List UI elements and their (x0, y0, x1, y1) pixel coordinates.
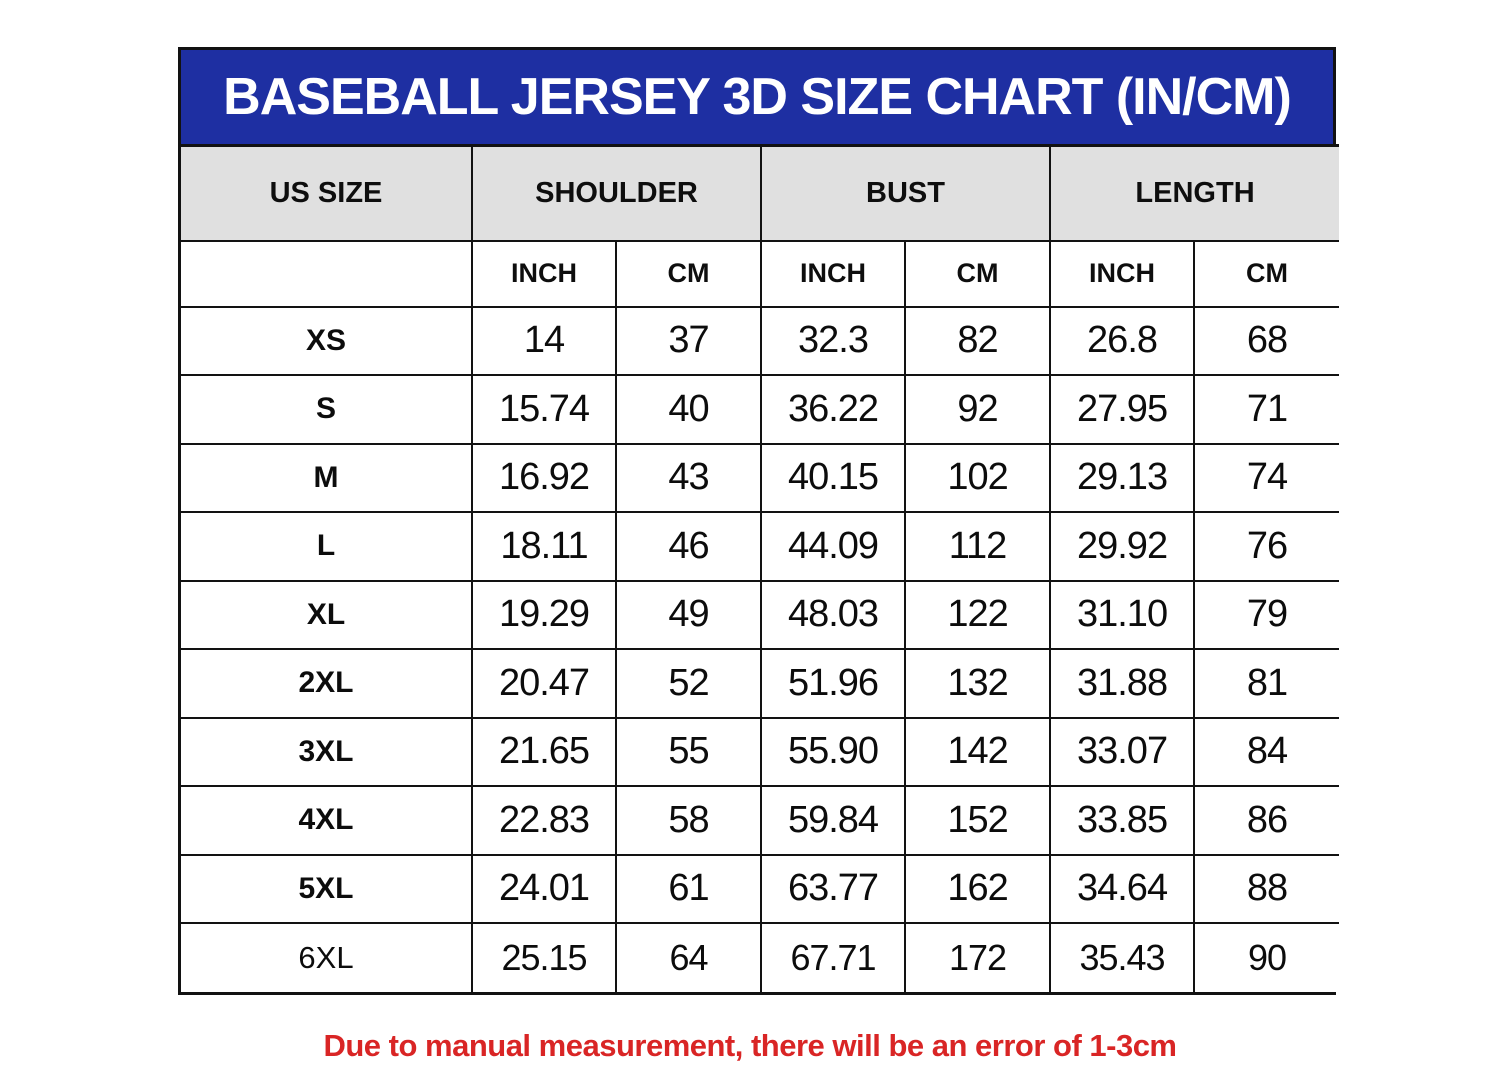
value-cell: 82 (904, 305, 1052, 376)
value-cell: 90 (1193, 922, 1340, 992)
value-cell: 102 (904, 442, 1052, 513)
value-cell: 132 (904, 648, 1052, 719)
value-cell: 20.47 (471, 648, 617, 719)
group-header-us-size: US SIZE (181, 144, 473, 242)
unit-header-shoulder-cm: CM (614, 239, 763, 308)
value-cell: 36.22 (760, 374, 907, 445)
chart-title-bar: BASEBALL JERSEY 3D SIZE CHART (IN/CM) (181, 50, 1333, 144)
group-header-row: US SIZE SHOULDER BUST LENGTH (181, 144, 1340, 242)
unit-header-length-inch: INCH (1049, 239, 1196, 308)
table-row: 4XL 22.83 58 59.84 152 33.85 86 (181, 785, 1340, 856)
value-cell: 142 (904, 716, 1052, 787)
value-cell: 40.15 (760, 442, 907, 513)
value-cell: 40 (614, 374, 763, 445)
value-cell: 26.8 (1049, 305, 1196, 376)
value-cell: 31.10 (1049, 579, 1196, 650)
value-cell: 172 (904, 922, 1052, 992)
value-cell: 79 (1193, 579, 1340, 650)
value-cell: 37 (614, 305, 763, 376)
value-cell: 24.01 (471, 853, 617, 924)
value-cell: 49 (614, 579, 763, 650)
value-cell: 21.65 (471, 716, 617, 787)
unit-header-row: INCH CM INCH CM INCH CM (181, 239, 1340, 308)
size-cell: M (181, 442, 473, 513)
table-row: 3XL 21.65 55 55.90 142 33.07 84 (181, 716, 1340, 787)
chart-title: BASEBALL JERSEY 3D SIZE CHART (IN/CM) (223, 68, 1292, 126)
value-cell: 16.92 (471, 442, 617, 513)
size-cell: 3XL (181, 716, 473, 787)
size-chart: BASEBALL JERSEY 3D SIZE CHART (IN/CM) US… (178, 47, 1340, 995)
value-cell: 27.95 (1049, 374, 1196, 445)
value-cell: 33.07 (1049, 716, 1196, 787)
value-cell: 64 (614, 922, 763, 992)
value-cell: 55 (614, 716, 763, 787)
value-cell: 84 (1193, 716, 1340, 787)
value-cell: 29.92 (1049, 511, 1196, 582)
value-cell: 55.90 (760, 716, 907, 787)
value-cell: 67.71 (760, 922, 907, 992)
value-cell: 86 (1193, 785, 1340, 856)
size-cell: XS (181, 305, 473, 376)
value-cell: 35.43 (1049, 922, 1196, 992)
table-row: 2XL 20.47 52 51.96 132 31.88 81 (181, 648, 1340, 719)
value-cell: 92 (904, 374, 1052, 445)
measurement-note: Due to manual measurement, there will be… (323, 1028, 1177, 1063)
value-cell: 31.88 (1049, 648, 1196, 719)
value-cell: 19.29 (471, 579, 617, 650)
value-cell: 74 (1193, 442, 1340, 513)
value-cell: 61 (614, 853, 763, 924)
size-cell: S (181, 374, 473, 445)
value-cell: 14 (471, 305, 617, 376)
value-cell: 122 (904, 579, 1052, 650)
value-cell: 58 (614, 785, 763, 856)
unit-header-bust-inch: INCH (760, 239, 907, 308)
value-cell: 46 (614, 511, 763, 582)
size-table: US SIZE SHOULDER BUST LENGTH INCH CM INC… (181, 144, 1340, 992)
table-row: XS 14 37 32.3 82 26.8 68 (181, 305, 1340, 376)
value-cell: 22.83 (471, 785, 617, 856)
value-cell: 162 (904, 853, 1052, 924)
unit-header-length-cm: CM (1193, 239, 1340, 308)
value-cell: 152 (904, 785, 1052, 856)
value-cell: 34.64 (1049, 853, 1196, 924)
value-cell: 18.11 (471, 511, 617, 582)
table-row: 5XL 24.01 61 63.77 162 34.64 88 (181, 853, 1340, 924)
value-cell: 43 (614, 442, 763, 513)
value-cell: 81 (1193, 648, 1340, 719)
table-row: M 16.92 43 40.15 102 29.13 74 (181, 442, 1340, 513)
value-cell: 63.77 (760, 853, 907, 924)
value-cell: 44.09 (760, 511, 907, 582)
size-cell: XL (181, 579, 473, 650)
size-cell: 6XL (181, 922, 473, 992)
value-cell: 15.74 (471, 374, 617, 445)
unit-header-bust-cm: CM (904, 239, 1052, 308)
size-table-body: XS 14 37 32.3 82 26.8 68 S 15.74 40 36.22 92 27.95 71… (181, 305, 1340, 992)
table-row: L 18.11 46 44.09 112 29.92 76 (181, 511, 1340, 582)
value-cell: 68 (1193, 305, 1340, 376)
size-cell: 5XL (181, 853, 473, 924)
value-cell: 29.13 (1049, 442, 1196, 513)
group-header-shoulder: SHOULDER (470, 144, 763, 242)
value-cell: 52 (614, 648, 763, 719)
value-cell: 59.84 (760, 785, 907, 856)
value-cell: 32.3 (760, 305, 907, 376)
unit-header-shoulder-inch: INCH (471, 239, 617, 308)
size-cell: 4XL (181, 785, 473, 856)
value-cell: 71 (1193, 374, 1340, 445)
value-cell: 51.96 (760, 648, 907, 719)
size-cell: 2XL (181, 648, 473, 719)
value-cell: 88 (1193, 853, 1340, 924)
table-row: 6XL 25.15 64 67.71 172 35.43 90 (181, 922, 1340, 992)
value-cell: 76 (1193, 511, 1340, 582)
table-row: XL 19.29 49 48.03 122 31.10 79 (181, 579, 1340, 650)
group-header-bust: BUST (760, 144, 1052, 242)
value-cell: 48.03 (760, 579, 907, 650)
unit-header-empty (181, 239, 473, 308)
value-cell: 25.15 (471, 922, 617, 992)
table-row: S 15.74 40 36.22 92 27.95 71 (181, 374, 1340, 445)
size-cell: L (181, 511, 473, 582)
value-cell: 33.85 (1049, 785, 1196, 856)
value-cell: 112 (904, 511, 1052, 582)
group-header-length: LENGTH (1049, 144, 1340, 242)
